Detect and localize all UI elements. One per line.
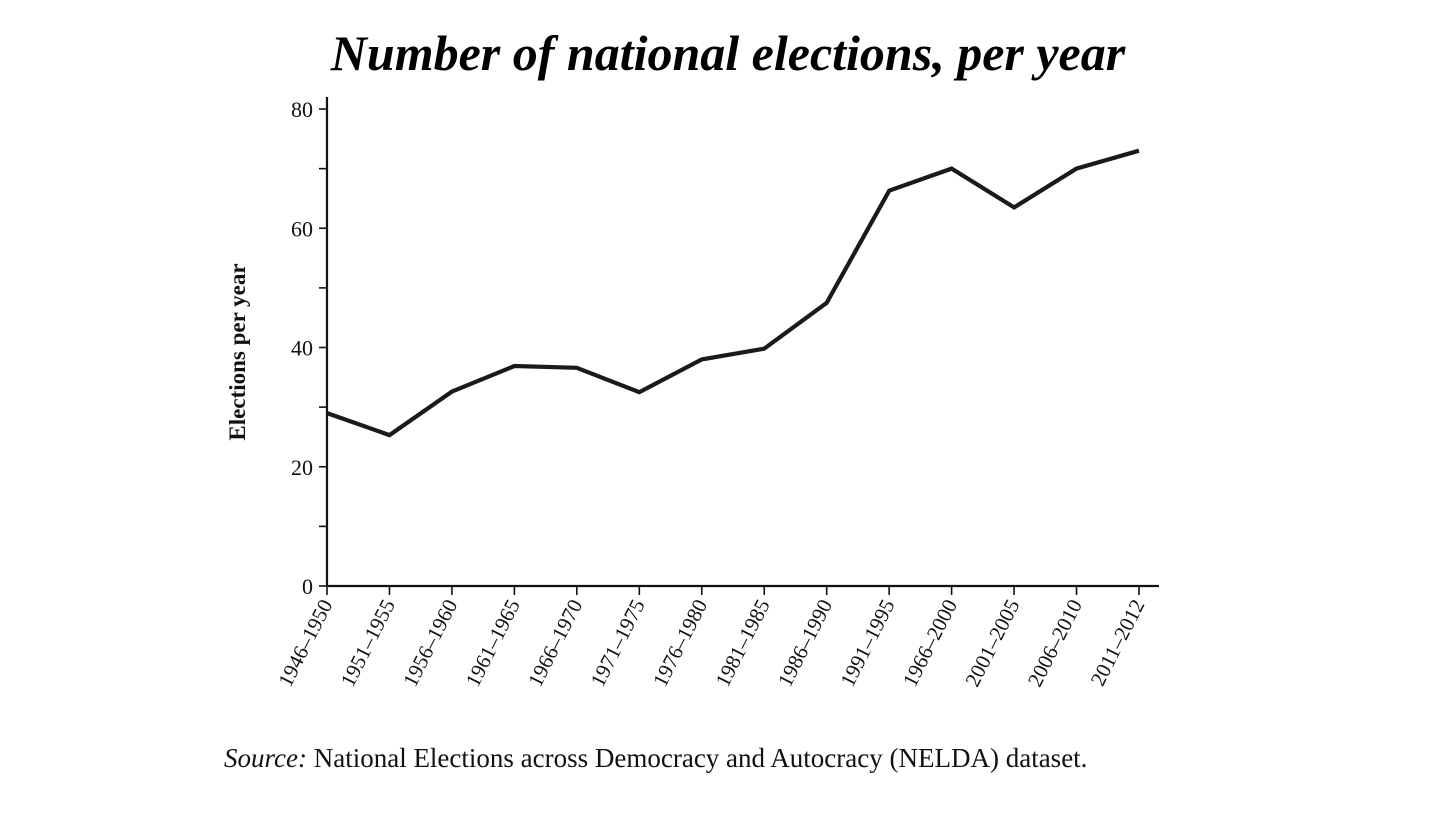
- x-tick-label: 2006–2010: [1023, 595, 1087, 690]
- y-tick-label: 20: [291, 455, 313, 480]
- x-tick-label: 1951–1955: [336, 595, 400, 690]
- x-tick-label: 1966–2000: [898, 595, 962, 690]
- y-axis-ticks: 0 20 40 60 80: [291, 97, 327, 599]
- x-tick-label: 1981–1985: [710, 595, 774, 690]
- source-label: Source:: [224, 743, 307, 773]
- x-tick-label: 1991–1995: [835, 595, 899, 690]
- x-tick-label: 1971–1975: [585, 595, 649, 690]
- x-tick-label: 1986–1990: [773, 595, 837, 690]
- y-tick-label: 40: [291, 336, 313, 361]
- x-tick-label: 2001–2005: [960, 595, 1024, 690]
- x-tick-label: 1956–1960: [398, 595, 462, 690]
- x-axis-ticks: 1946–19501951–19551956–19601961–19651966…: [273, 586, 1149, 690]
- y-axis-label: Elections per year: [225, 263, 250, 440]
- x-tick-label: 2011–2012: [1086, 595, 1150, 689]
- y-tick-label: 60: [291, 216, 313, 241]
- x-tick-label: 1946–1950: [273, 595, 337, 690]
- x-tick-label: 1961–1965: [461, 595, 525, 690]
- series-layer: [326, 148, 1140, 438]
- y-tick-label: 80: [291, 97, 313, 122]
- chart-title: Number of national elections, per year: [330, 25, 1126, 81]
- source-note: Source: National Elections across Democr…: [224, 742, 1124, 774]
- source-text: National Elections across Democracy and …: [313, 743, 1088, 773]
- y-tick-label: 0: [302, 574, 313, 599]
- x-tick-label: 1966–1970: [523, 595, 587, 690]
- x-tick-label: 1976–1980: [648, 595, 712, 690]
- series-line: [326, 148, 1140, 438]
